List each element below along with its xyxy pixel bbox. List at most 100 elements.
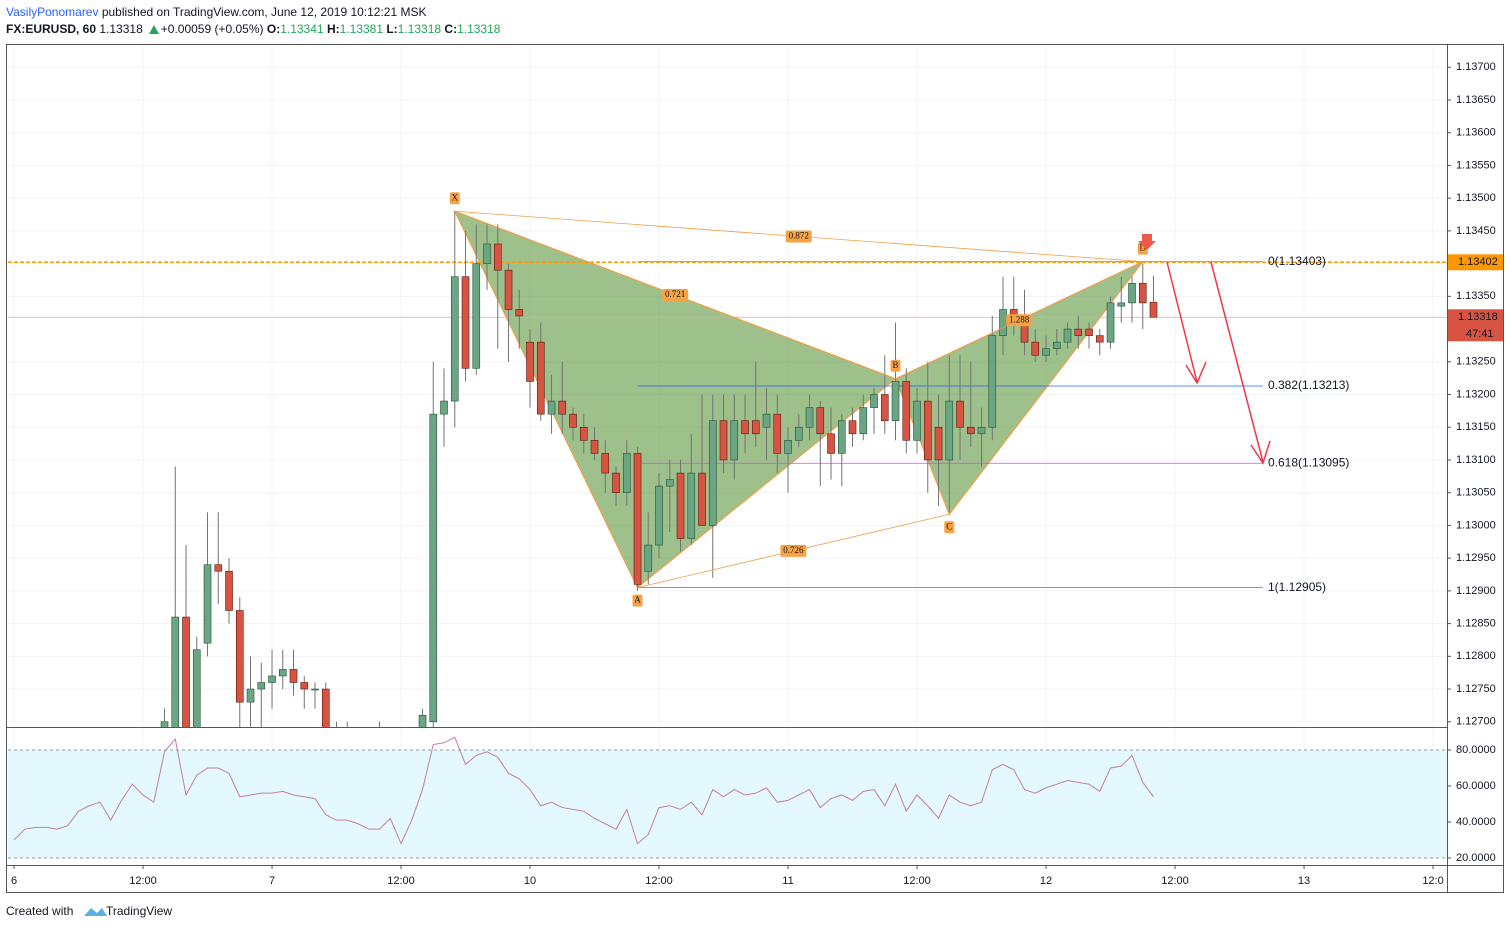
- candle-body: [440, 400, 448, 415]
- candle-body: [1149, 301, 1158, 318]
- x-tick-label: 12:0: [1422, 875, 1443, 887]
- x-tick-label: 11: [782, 875, 793, 887]
- y-tick-label: 1.13150: [1456, 421, 1496, 433]
- candle-body: [300, 682, 309, 690]
- brand-name[interactable]: TradingView: [106, 904, 172, 918]
- ohlc-label: C:: [444, 22, 457, 36]
- brand-logo: [84, 908, 107, 916]
- candle-body: [891, 381, 900, 421]
- y-tick-label: 1.13700: [1456, 61, 1496, 73]
- ohlc-value: 1.13318: [457, 22, 501, 36]
- candle-body: [719, 420, 728, 461]
- author[interactable]: VasilyPonomarev: [6, 5, 98, 19]
- candle-body: [837, 420, 846, 454]
- candle-body: [805, 407, 814, 428]
- candle-body: [1117, 302, 1126, 307]
- forecast-arrow: [1166, 261, 1207, 385]
- x-tick-label: 10: [524, 875, 536, 887]
- candle-body: [1085, 328, 1093, 336]
- candle-body: [655, 485, 663, 546]
- candle-body: [644, 544, 653, 572]
- rsi-tick-label: 40.0000: [1456, 816, 1496, 828]
- y-tick-label: 1.13200: [1456, 388, 1496, 400]
- candle-body: [880, 394, 889, 421]
- candle-body: [526, 341, 534, 382]
- candle-body: [698, 472, 706, 526]
- candle-body: [257, 682, 266, 690]
- x-tick-label: 12:00: [129, 875, 157, 887]
- point-label: C: [946, 521, 952, 531]
- candle-body: [945, 400, 954, 461]
- candle-body: [923, 400, 932, 461]
- candle-body: [1138, 282, 1147, 304]
- ohlc-value: 1.13341: [280, 22, 324, 36]
- candle-body: [988, 335, 997, 428]
- ratio-label: 0.726: [783, 545, 804, 555]
- y-tick-label: 1.13050: [1456, 487, 1496, 499]
- y-tick-label: 1.13500: [1456, 192, 1496, 204]
- point-label: A: [634, 595, 641, 605]
- y-tick-label: 1.13450: [1456, 225, 1496, 237]
- candle-body: [1106, 302, 1115, 343]
- candle-body: [192, 649, 201, 727]
- y-tick-label: 1.13550: [1456, 159, 1496, 171]
- candle-body: [612, 472, 620, 493]
- x-tick-label: 12:00: [387, 875, 415, 887]
- y-tick-label: 1.13650: [1456, 94, 1496, 106]
- candle-body: [913, 400, 921, 441]
- sell-marker: [1138, 234, 1156, 250]
- candle-body: [730, 420, 739, 461]
- candle-body: [676, 472, 685, 539]
- candle-body: [1031, 341, 1040, 356]
- y-tick-label: 1.13350: [1456, 290, 1496, 302]
- point-badge: [890, 359, 901, 372]
- candle-body: [182, 616, 190, 727]
- candle-body: [365, 741, 372, 748]
- candle-body: [956, 400, 964, 428]
- hline-badge: [1448, 254, 1503, 271]
- candle-body: [859, 407, 868, 435]
- candle-body: [171, 616, 180, 727]
- rsi-band: [8, 749, 1447, 858]
- candle-body: [214, 564, 223, 572]
- candle-body: [472, 263, 481, 369]
- candle-body: [622, 453, 631, 493]
- rsi-line: [13, 736, 1154, 845]
- candle-body: [579, 426, 588, 441]
- price-badge: [1448, 309, 1503, 342]
- candle-body: [450, 276, 459, 402]
- candle-body: [708, 420, 717, 526]
- change: +0.00059 (+0.05%): [161, 22, 264, 36]
- candle-body: [1063, 328, 1072, 343]
- published: published on TradingView.com, June 12, 2…: [102, 5, 427, 19]
- y-tick-label: 1.12850: [1456, 617, 1496, 629]
- y-tick-label: 1.12800: [1456, 650, 1496, 662]
- forecast-arrow: [1210, 261, 1271, 465]
- price-badge-label: 1.13318: [1458, 311, 1498, 323]
- x-tick-label: 13: [1298, 875, 1310, 887]
- candle-body: [321, 688, 330, 727]
- x-tick-label: 12:00: [645, 875, 673, 887]
- rsi-tick-label: 60.0000: [1456, 780, 1496, 792]
- candle-body: [235, 610, 244, 703]
- rsi-pane: [8, 728, 1447, 865]
- rsi-tick-label: 80.0000: [1456, 744, 1496, 756]
- candle-body: [1095, 335, 1104, 343]
- ratio-label: 0.721: [665, 289, 685, 299]
- x-tick-label: 12: [1040, 875, 1052, 887]
- candle-body: [203, 564, 212, 644]
- candle-body: [966, 426, 975, 435]
- point-label: B: [893, 360, 899, 370]
- candle-body: [816, 407, 825, 435]
- ohlc-value: 1.13318: [398, 22, 442, 36]
- candle-body: [784, 440, 792, 454]
- pattern-wing: [453, 210, 897, 589]
- candle-body: [569, 413, 577, 428]
- candle-body: [536, 341, 545, 415]
- candle-body: [665, 479, 674, 487]
- candle-body: [601, 453, 610, 474]
- candle-body: [999, 309, 1007, 336]
- point-label: X: [452, 192, 459, 202]
- candle-body: [741, 420, 749, 435]
- candle-body: [504, 269, 513, 310]
